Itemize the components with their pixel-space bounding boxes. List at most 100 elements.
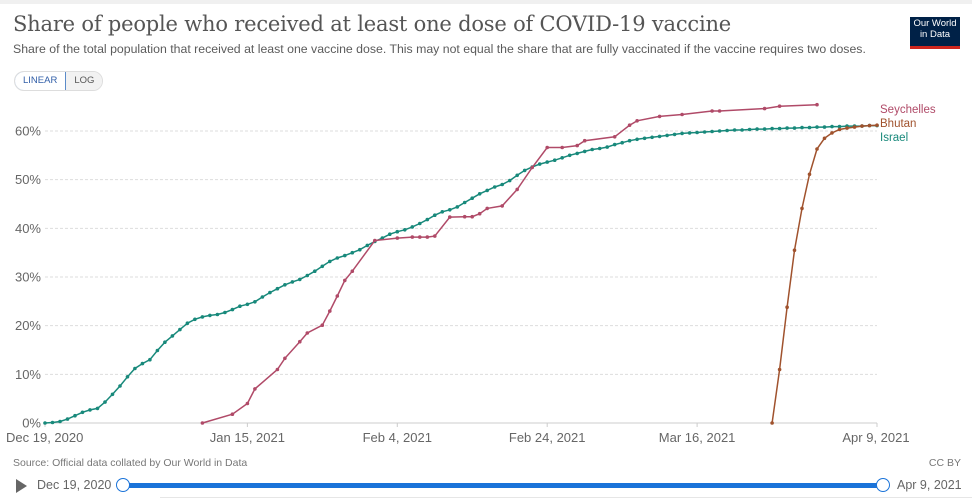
series-line[interactable] (771, 124, 878, 424)
data-point[interactable] (537, 162, 542, 166)
data-point[interactable] (792, 248, 797, 252)
data-point[interactable] (657, 114, 662, 119)
data-point[interactable] (567, 153, 572, 158)
data-point[interactable] (88, 408, 92, 412)
data-point[interactable] (418, 221, 422, 226)
data-point[interactable] (777, 104, 782, 108)
data-point[interactable] (605, 145, 609, 149)
data-point[interactable] (395, 236, 400, 240)
data-point[interactable] (425, 217, 430, 222)
data-point[interactable] (155, 348, 160, 353)
data-point[interactable] (650, 135, 654, 140)
data-point[interactable] (860, 124, 864, 128)
data-point[interactable] (545, 145, 549, 150)
data-point[interactable] (103, 400, 107, 404)
data-point[interactable] (425, 235, 430, 239)
timeline-start-handle[interactable] (116, 478, 130, 492)
owid-logo[interactable]: Our World in Data (910, 17, 960, 49)
data-point[interactable] (635, 137, 639, 142)
data-point[interactable] (477, 192, 482, 196)
data-point[interactable] (792, 126, 797, 130)
data-point[interactable] (762, 127, 767, 131)
data-point[interactable] (193, 317, 197, 322)
data-point[interactable] (597, 146, 602, 151)
data-point[interactable] (560, 156, 564, 160)
data-point[interactable] (305, 331, 310, 335)
data-point[interactable] (560, 145, 564, 150)
data-point[interactable] (208, 313, 212, 318)
data-point[interactable] (238, 304, 242, 309)
log-scale-button[interactable]: LOG (66, 72, 103, 90)
data-point[interactable] (65, 417, 70, 421)
data-point[interactable] (95, 406, 100, 411)
data-point[interactable] (522, 168, 527, 173)
data-point[interactable] (260, 295, 265, 299)
series-line[interactable] (202, 103, 818, 424)
data-point[interactable] (680, 131, 684, 136)
data-point[interactable] (552, 158, 557, 162)
data-point[interactable] (500, 182, 505, 187)
data-point[interactable] (433, 213, 437, 217)
data-point[interactable] (418, 235, 422, 239)
timeline-track[interactable] (123, 483, 883, 488)
data-point[interactable] (590, 147, 594, 152)
data-point[interactable] (350, 269, 355, 274)
data-point[interactable] (275, 286, 280, 291)
data-point[interactable] (110, 392, 115, 397)
data-point[interactable] (852, 125, 857, 129)
timeline-end-handle[interactable] (876, 478, 890, 492)
data-point[interactable] (717, 109, 722, 113)
data-point[interactable] (268, 290, 272, 295)
data-point[interactable] (335, 294, 340, 298)
data-point[interactable] (298, 277, 302, 282)
data-point[interactable] (395, 229, 400, 234)
data-point[interactable] (215, 312, 220, 317)
data-point[interactable] (702, 130, 707, 134)
data-point[interactable] (343, 278, 347, 283)
linear-scale-button[interactable]: LINEAR (15, 72, 67, 90)
series-line[interactable] (44, 124, 877, 424)
data-point[interactable] (50, 420, 55, 425)
legend-label-israel[interactable]: Israel (880, 132, 908, 144)
data-point[interactable] (470, 214, 475, 219)
data-point[interactable] (627, 138, 632, 143)
data-point[interactable] (785, 126, 789, 130)
data-point[interactable] (470, 196, 475, 200)
data-point[interactable] (665, 133, 669, 138)
data-point[interactable] (785, 305, 789, 310)
data-point[interactable] (462, 214, 467, 219)
data-point[interactable] (125, 375, 130, 379)
data-point[interactable] (305, 273, 310, 278)
data-point[interactable] (642, 136, 647, 141)
data-point[interactable] (717, 129, 722, 133)
data-point[interactable] (118, 384, 122, 388)
data-point[interactable] (815, 125, 819, 129)
data-point[interactable] (80, 410, 85, 415)
data-point[interactable] (740, 128, 744, 132)
data-point[interactable] (822, 125, 827, 129)
data-point[interactable] (343, 253, 347, 258)
data-point[interactable] (477, 211, 482, 216)
data-point[interactable] (163, 340, 167, 345)
data-point[interactable] (837, 127, 842, 132)
data-point[interactable] (455, 205, 460, 209)
data-point[interactable] (867, 123, 872, 128)
data-point[interactable] (140, 361, 145, 366)
data-point[interactable] (358, 247, 362, 252)
data-point[interactable] (320, 264, 325, 269)
data-point[interactable] (822, 136, 827, 141)
data-point[interactable] (800, 206, 804, 211)
data-point[interactable] (732, 128, 737, 132)
data-point[interactable] (313, 269, 317, 274)
data-point[interactable] (627, 123, 632, 127)
data-point[interactable] (185, 321, 190, 326)
data-point[interactable] (612, 135, 617, 139)
data-point[interactable] (515, 187, 519, 192)
data-point[interactable] (620, 140, 624, 145)
data-point[interactable] (875, 123, 879, 127)
data-point[interactable] (837, 124, 842, 129)
data-point[interactable] (575, 151, 579, 156)
data-point[interactable] (245, 302, 250, 307)
data-point[interactable] (635, 119, 639, 123)
data-point[interactable] (275, 367, 280, 372)
